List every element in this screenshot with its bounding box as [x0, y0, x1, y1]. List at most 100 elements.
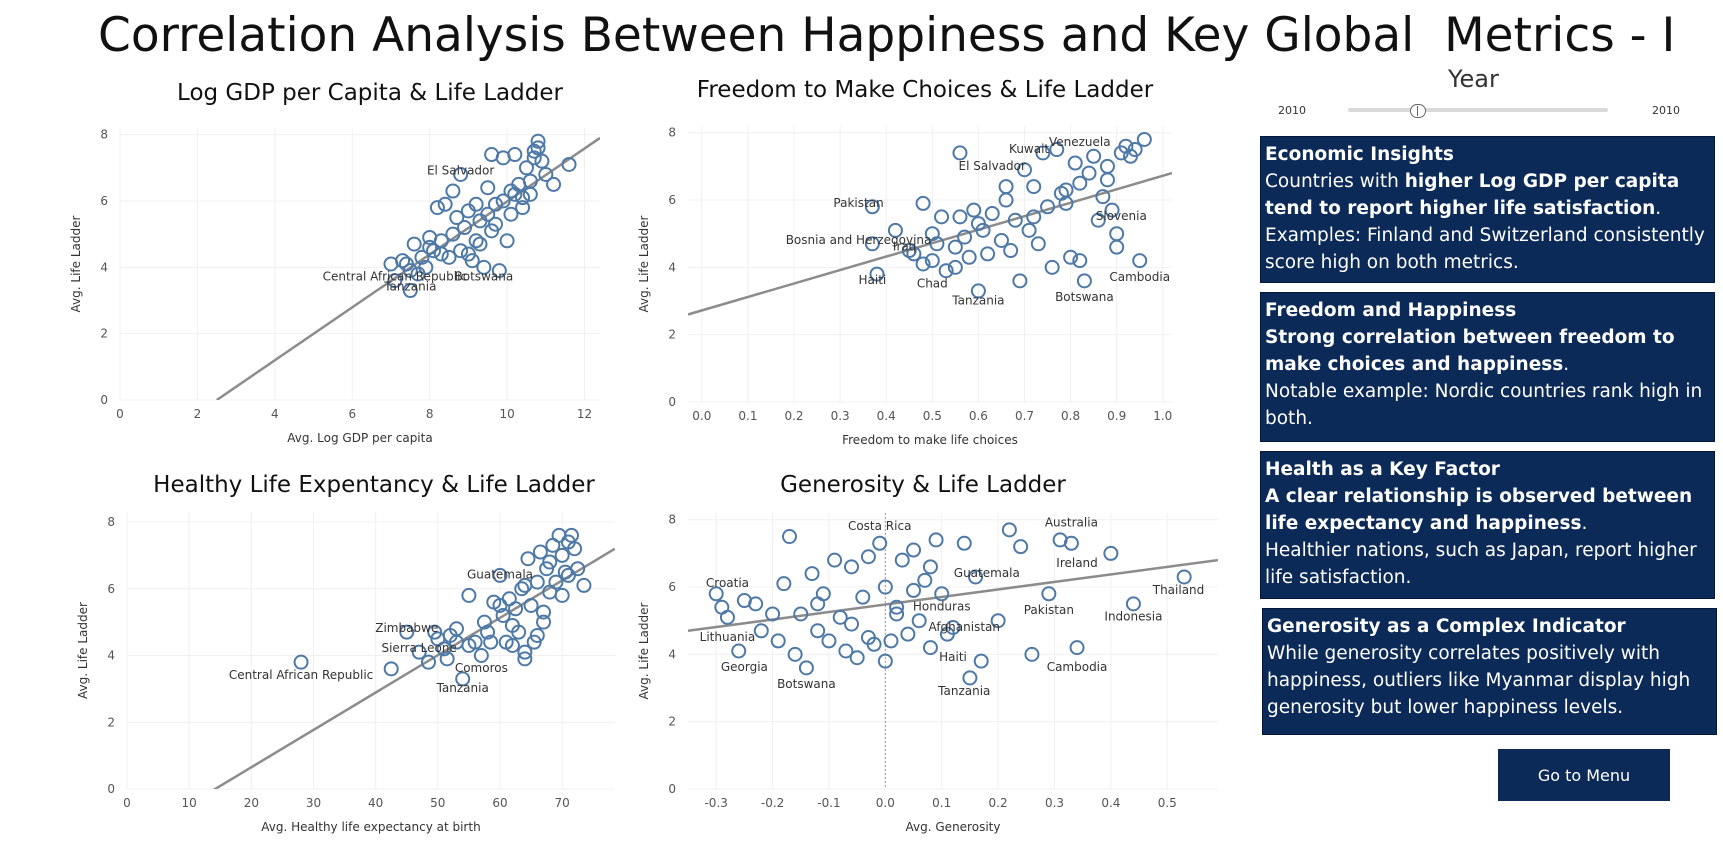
y-axis-label: Avg. Life Ladder: [637, 602, 651, 699]
data-point: [480, 180, 496, 196]
x-tick-label: -0.1: [817, 796, 840, 810]
data-point: [906, 542, 922, 558]
point-label: Honduras: [913, 600, 971, 614]
data-point: [411, 644, 427, 660]
data-point: [511, 624, 527, 640]
data-point: [491, 263, 507, 279]
data-point: [495, 193, 511, 209]
go-to-menu-button[interactable]: Go to Menu: [1498, 749, 1670, 801]
data-point: [1104, 202, 1120, 218]
data-point: [770, 633, 786, 649]
point-label: Bosnia and Herzegovina: [786, 233, 932, 247]
data-point: [1026, 179, 1042, 195]
x-axis-label: Avg. Log GDP per capita: [287, 431, 432, 445]
data-point: [1040, 199, 1056, 215]
data-point: [1049, 142, 1065, 158]
data-point: [518, 160, 534, 176]
data-point: [457, 220, 473, 236]
point-label: Botswana: [1055, 290, 1114, 304]
data-point: [952, 209, 968, 225]
x-tick-label: 0.5: [923, 409, 942, 423]
data-point: [900, 626, 916, 642]
year-slider-handle[interactable]: [1410, 104, 1426, 118]
point-label: Lithuania: [700, 630, 756, 644]
data-point: [551, 527, 567, 543]
y-tick-label: 6: [668, 580, 676, 594]
point-label: Tanzania: [383, 280, 436, 294]
data-point: [980, 246, 996, 262]
data-point: [523, 597, 539, 613]
data-point: [781, 529, 797, 545]
year-filter-label: Year: [1448, 65, 1499, 93]
data-point: [402, 263, 418, 279]
x-tick-label: 60: [492, 796, 507, 810]
data-point: [894, 552, 910, 568]
point-label: Comoros: [455, 661, 508, 675]
year-slider-track[interactable]: [1348, 108, 1608, 112]
y-tick-label: 8: [107, 515, 115, 529]
point-label: Tanzania: [937, 684, 990, 698]
y-tick-label: 0: [100, 393, 108, 407]
y-tick-label: 2: [668, 715, 676, 729]
data-point: [1072, 175, 1088, 191]
data-point: [422, 239, 438, 255]
data-point: [383, 661, 399, 677]
x-axis-label: Avg. Generosity: [906, 820, 1001, 834]
data-point: [970, 283, 986, 299]
x-tick-label: 0.2: [784, 409, 803, 423]
x-tick-label: 8: [426, 407, 434, 421]
data-point: [514, 581, 530, 597]
data-point: [453, 243, 469, 259]
insight-text: While generosity correlates positively w…: [1267, 643, 1691, 718]
data-point: [507, 147, 523, 163]
data-point: [439, 651, 455, 667]
point-label: Pakistan: [1024, 603, 1074, 617]
data-point: [748, 596, 764, 612]
data-point: [1136, 131, 1152, 147]
data-point: [503, 183, 519, 199]
data-point: [934, 586, 950, 602]
data-point: [787, 646, 803, 662]
data-point: [1103, 545, 1119, 561]
insight-text: .: [1655, 198, 1662, 219]
x-tick-label: 0.8: [1061, 409, 1080, 423]
data-point: [453, 166, 469, 182]
point-label: Haiti: [939, 650, 967, 664]
data-point: [429, 200, 445, 216]
scatter-chart: -0.3 -0.2 -0.1 0.0 0.1 0.2 0.3 0.4 0.5 0 2 4 6 8 Costa…: [637, 472, 1218, 834]
point-label: Pakistan: [833, 196, 883, 210]
data-point: [1024, 646, 1040, 662]
y-tick-label: 0: [107, 782, 115, 796]
y-tick-label: 2: [107, 715, 115, 729]
data-point: [1069, 640, 1085, 656]
data-point: [915, 195, 931, 211]
data-point: [961, 249, 977, 265]
data-point: [468, 196, 484, 212]
x-tick-label: 0.1: [738, 409, 757, 423]
data-point: [517, 577, 533, 593]
insight-text: Strong correlation between freedom to ma…: [1265, 327, 1675, 375]
data-point: [487, 196, 503, 212]
data-point: [421, 654, 437, 670]
data-point: [810, 623, 826, 639]
data-point: [708, 586, 724, 602]
data-point: [929, 236, 945, 252]
data-point: [461, 587, 477, 603]
point-label: Chad: [917, 277, 948, 291]
data-point: [1090, 212, 1106, 228]
data-point: [1125, 596, 1141, 612]
data-point: [445, 183, 461, 199]
y-tick-label: 4: [668, 647, 676, 661]
y-tick-label: 8: [668, 126, 676, 140]
data-point: [1067, 155, 1083, 171]
data-point: [387, 273, 403, 289]
year-filter[interactable]: Year 2010 2010: [1262, 62, 1722, 122]
charts-canvas: 0 2 4 6 8 10 12 0 2 4 6 8 El Salvador Central African…: [69, 77, 1218, 834]
x-axis-label: Avg. Healthy life expectancy at birth: [261, 820, 480, 834]
data-point: [418, 259, 434, 275]
data-point: [487, 216, 503, 232]
insight-title: Health as a Key Factor: [1265, 459, 1500, 480]
data-point: [844, 616, 860, 632]
point-label: Afghanistan: [929, 620, 1000, 634]
x-tick-label: 0.3: [1045, 796, 1064, 810]
